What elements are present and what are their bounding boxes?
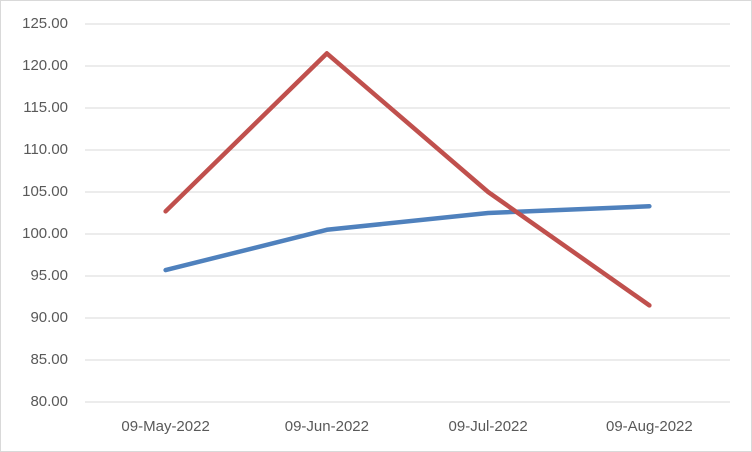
y-tick-label: 115.00 [23,99,68,116]
series-line [163,51,652,308]
y-tick-label: 95.00 [30,267,68,284]
y-tick-label: 90.00 [30,309,68,326]
x-tick-label: 09-Jul-2022 [449,418,528,435]
y-tick-label: 85.00 [30,351,68,368]
x-tick-label: 09-Aug-2022 [606,418,693,435]
x-tick-label: 09-Jun-2022 [285,418,369,435]
y-tick-label: 120.00 [22,57,68,74]
x-tick-label: 09-May-2022 [121,418,209,435]
y-tick-label: 110.00 [23,141,68,158]
y-tick-label: 125.00 [22,15,68,32]
series-line [163,204,652,273]
y-tick-label: 80.00 [30,393,68,410]
y-tick-label: 100.00 [22,225,68,242]
y-tick-label: 105.00 [22,183,68,200]
